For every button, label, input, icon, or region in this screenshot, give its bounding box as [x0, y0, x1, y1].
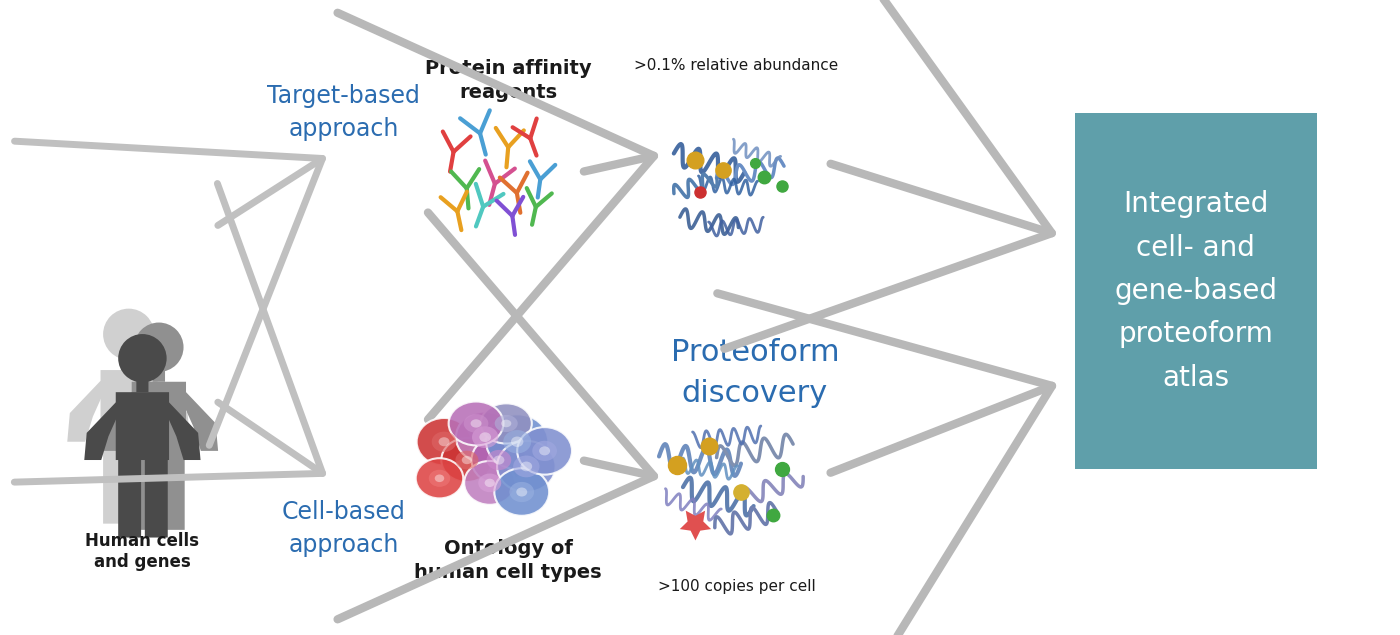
Ellipse shape	[479, 432, 491, 442]
Ellipse shape	[431, 432, 456, 452]
Ellipse shape	[448, 401, 504, 445]
Ellipse shape	[104, 309, 154, 360]
Ellipse shape	[510, 482, 533, 502]
Text: Integrated
cell- and
gene-based
proteoform
atlas: Integrated cell- and gene-based proteofo…	[1114, 190, 1277, 392]
Ellipse shape	[539, 446, 550, 455]
FancyBboxPatch shape	[136, 363, 148, 392]
Polygon shape	[67, 381, 105, 442]
Ellipse shape	[514, 455, 539, 478]
Ellipse shape	[455, 451, 479, 469]
Polygon shape	[181, 392, 218, 451]
Text: Proteoform
discovery: Proteoform discovery	[671, 338, 839, 408]
FancyBboxPatch shape	[134, 448, 158, 530]
Ellipse shape	[494, 468, 549, 516]
Text: Ontology of
human cell types: Ontology of human cell types	[414, 539, 602, 582]
Ellipse shape	[438, 438, 449, 446]
FancyBboxPatch shape	[153, 352, 165, 382]
Ellipse shape	[118, 334, 167, 382]
FancyBboxPatch shape	[116, 392, 169, 460]
Polygon shape	[99, 392, 137, 451]
Polygon shape	[164, 403, 200, 460]
Ellipse shape	[463, 414, 489, 433]
Polygon shape	[151, 381, 190, 442]
Ellipse shape	[465, 461, 515, 505]
Ellipse shape	[472, 436, 526, 484]
Ellipse shape	[441, 438, 493, 482]
Ellipse shape	[517, 427, 573, 474]
Ellipse shape	[416, 458, 463, 498]
Ellipse shape	[503, 430, 531, 453]
Polygon shape	[84, 403, 120, 460]
Ellipse shape	[472, 426, 498, 448]
FancyBboxPatch shape	[122, 339, 134, 370]
Ellipse shape	[486, 414, 549, 469]
FancyBboxPatch shape	[101, 370, 157, 442]
Polygon shape	[680, 511, 711, 540]
Text: Cell-based
approach: Cell-based approach	[281, 500, 406, 558]
FancyBboxPatch shape	[132, 382, 186, 451]
Text: Protein affinity
reagents: Protein affinity reagents	[424, 60, 591, 102]
Ellipse shape	[521, 462, 532, 471]
Ellipse shape	[517, 488, 528, 497]
Ellipse shape	[497, 441, 556, 492]
Text: Human cells
and genes: Human cells and genes	[85, 532, 199, 571]
Ellipse shape	[470, 419, 482, 427]
Ellipse shape	[532, 441, 557, 461]
Ellipse shape	[435, 474, 444, 482]
Ellipse shape	[501, 420, 511, 427]
Text: Target-based
approach: Target-based approach	[267, 84, 420, 142]
Ellipse shape	[511, 436, 524, 447]
Ellipse shape	[480, 403, 532, 444]
Ellipse shape	[484, 479, 494, 487]
Ellipse shape	[479, 474, 501, 492]
FancyBboxPatch shape	[144, 458, 168, 538]
FancyBboxPatch shape	[118, 458, 141, 538]
Ellipse shape	[493, 455, 504, 465]
Ellipse shape	[134, 323, 183, 372]
Ellipse shape	[417, 418, 472, 465]
Ellipse shape	[456, 411, 514, 463]
Text: >0.1% relative abundance: >0.1% relative abundance	[634, 58, 839, 73]
FancyBboxPatch shape	[1075, 112, 1317, 469]
Ellipse shape	[487, 450, 511, 470]
FancyBboxPatch shape	[132, 439, 155, 524]
Text: >100 copies per cell: >100 copies per cell	[658, 579, 815, 594]
FancyBboxPatch shape	[161, 448, 185, 530]
FancyBboxPatch shape	[104, 439, 127, 524]
Ellipse shape	[428, 470, 451, 487]
Ellipse shape	[462, 456, 472, 464]
Ellipse shape	[494, 415, 518, 432]
